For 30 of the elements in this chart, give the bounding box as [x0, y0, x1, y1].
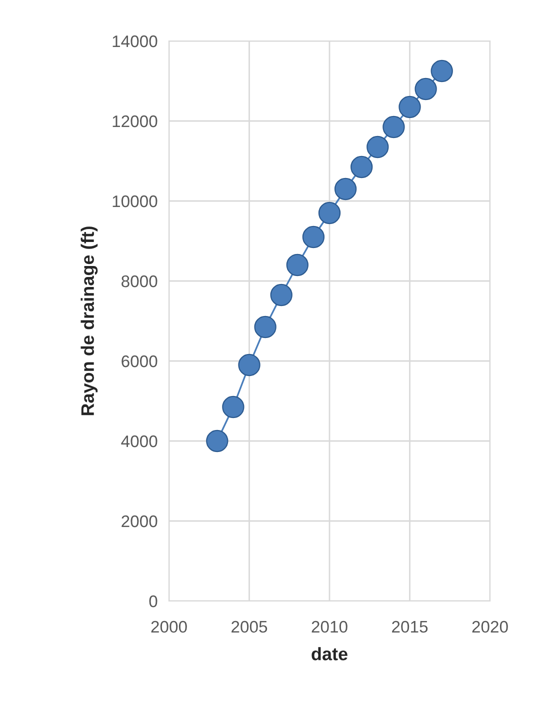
- x-tick-label: 2000: [151, 620, 187, 633]
- y-tick-label: 14000: [112, 35, 158, 48]
- point: [286, 254, 308, 276]
- y-tick-label: 10000: [112, 195, 158, 208]
- y-tick-label: 2000: [122, 515, 158, 528]
- point: [334, 178, 357, 200]
- point: [238, 354, 260, 376]
- point: [430, 60, 453, 82]
- point: [302, 226, 325, 248]
- y-tick-label: 6000: [122, 355, 158, 368]
- x-tick-label: 2005: [232, 620, 268, 633]
- point: [254, 316, 276, 338]
- x-axis-title: date: [312, 647, 348, 660]
- y-tick-label: 0: [149, 595, 158, 608]
- x-tick-label: 2010: [312, 620, 348, 633]
- point: [270, 284, 292, 306]
- point: [206, 430, 228, 452]
- x-tick-label: 2015: [392, 620, 428, 633]
- point: [398, 96, 421, 118]
- point: [222, 396, 244, 418]
- point: [414, 78, 437, 100]
- x-tick-label: 2020: [472, 620, 508, 633]
- y-tick-label: 12000: [112, 115, 158, 128]
- point: [382, 116, 405, 138]
- y-tick-label: 4000: [121, 435, 158, 448]
- y-axis-title: Rayon de drainage (ft): [80, 226, 98, 416]
- point: [366, 136, 389, 158]
- y-tick-label: 8000: [122, 275, 158, 288]
- point: [318, 202, 341, 224]
- point: [350, 156, 373, 178]
